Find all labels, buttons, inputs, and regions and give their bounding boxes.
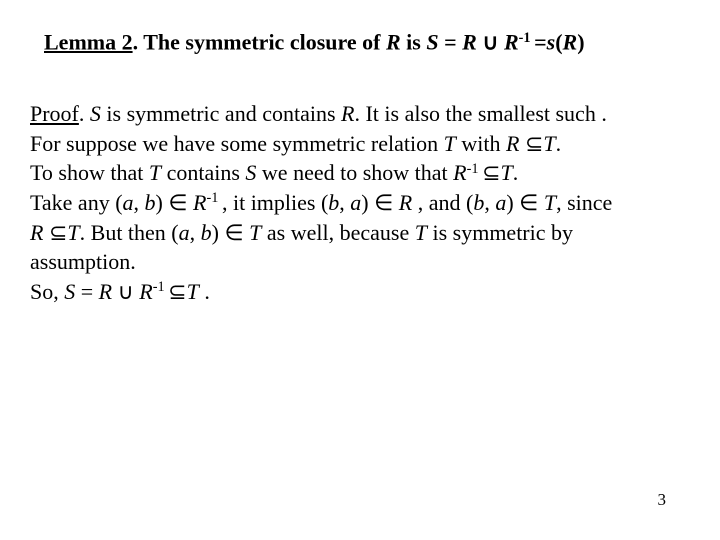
p-comma1: , (134, 190, 145, 215)
p-R4: R (193, 190, 206, 215)
p-T3: T (149, 160, 161, 185)
lemma-t1: The symmetric closure of (143, 29, 386, 54)
cup-icon-2: ∪ (118, 279, 134, 304)
p-l4b: ) (156, 190, 169, 215)
lemma-sup1: -1 (519, 30, 534, 46)
element-icon: ∈ (168, 190, 187, 215)
p-l2c: . (556, 131, 562, 156)
p-b2: b (328, 190, 339, 215)
proof-dot: . (79, 101, 90, 126)
slide: Lemma 2. The symmetric closure of R is S… (0, 0, 720, 540)
p-l1a: is symmetric and contains (101, 101, 341, 126)
lemma-label: Lemma 2 (44, 29, 133, 54)
subset-icon-3: ⊆ (49, 220, 67, 245)
p-b4: b (201, 220, 212, 245)
lemma-open: ( (555, 29, 562, 54)
p-a3: a (495, 190, 506, 215)
subset-icon-2: ⊆ (482, 160, 500, 185)
lemma-dot: . (133, 29, 144, 54)
p-T9: T (187, 279, 199, 304)
element-icon-2: ∈ (374, 190, 393, 215)
subset-icon: ⊆ (525, 131, 543, 156)
p-R2: R (506, 131, 519, 156)
cup-icon: ∪ (482, 29, 498, 54)
p-l4g: , since (556, 190, 612, 215)
p-l4d: ) (361, 190, 374, 215)
lemma-t2: is (401, 29, 427, 54)
p-l5d: is symmetric by (427, 220, 573, 245)
p-l4e: , and ( (412, 190, 473, 215)
lemma-R1: R (386, 29, 401, 54)
p-supB: -1 (206, 190, 221, 206)
lemma-sR: s (547, 29, 556, 54)
p-l2b: with (456, 131, 506, 156)
p-a2: a (350, 190, 361, 215)
page-number: 3 (658, 490, 667, 510)
p-S2: S (245, 160, 256, 185)
p-l4a: Take any ( (30, 190, 123, 215)
p-l6: assumption. (30, 249, 136, 274)
p-l3c: we need to show that (256, 160, 453, 185)
p-eq: = (75, 279, 98, 304)
p-l7a: So, (30, 279, 64, 304)
p-l3d: . (513, 160, 519, 185)
lemma-line: Lemma 2. The symmetric closure of R is S… (44, 28, 690, 57)
p-R5: R (399, 190, 412, 215)
p-T1: T (444, 131, 456, 156)
p-S3: S (64, 279, 75, 304)
p-b1: b (145, 190, 156, 215)
p-l3a: To show that (30, 160, 149, 185)
p-supA: -1 (467, 161, 482, 177)
p-l2a: For suppose we have some symmetric relat… (30, 131, 444, 156)
element-icon-3: ∈ (519, 190, 538, 215)
lemma-eq: = (439, 29, 463, 54)
p-b3: b (473, 190, 484, 215)
lemma-R4: R (563, 29, 578, 54)
p-a1: a (123, 190, 134, 215)
p-l5c: as well, because (261, 220, 414, 245)
p-comma3: , (484, 190, 495, 215)
lemma-close: ) (577, 29, 584, 54)
p-R1: R (341, 101, 354, 126)
p-comma2: , (339, 190, 350, 215)
lemma-S: S (426, 29, 438, 54)
p-l7b: . (199, 279, 210, 304)
p-T8: T (415, 220, 427, 245)
lemma-R2: R (462, 29, 477, 54)
p-R6: R (30, 220, 43, 245)
p-l3b: contains (161, 160, 245, 185)
p-l1b: . It is also the smallest such . (354, 101, 606, 126)
p-R7: R (99, 279, 112, 304)
lemma-R3: R (504, 29, 519, 54)
proof-block: Proof. S is symmetric and contains R. It… (30, 99, 690, 307)
p-a4: a (179, 220, 190, 245)
p-l5b: ) (212, 220, 225, 245)
proof-label: Proof (30, 101, 79, 126)
p-S1: S (90, 101, 101, 126)
p-T2: T (543, 131, 555, 156)
p-T6: T (67, 220, 79, 245)
p-T4: T (501, 160, 513, 185)
p-R8: R (139, 279, 152, 304)
p-R3: R (453, 160, 466, 185)
p-l4f: ) (506, 190, 519, 215)
p-comma4: , (190, 220, 201, 245)
p-T7: T (249, 220, 261, 245)
lemma-eq2: = (534, 29, 547, 54)
p-supC: -1 (153, 279, 168, 295)
subset-icon-4: ⊆ (168, 279, 186, 304)
p-l5a: . But then ( (80, 220, 179, 245)
p-T5: T (544, 190, 556, 215)
p-l4c: , it implies ( (222, 190, 328, 215)
element-icon-4: ∈ (224, 220, 243, 245)
